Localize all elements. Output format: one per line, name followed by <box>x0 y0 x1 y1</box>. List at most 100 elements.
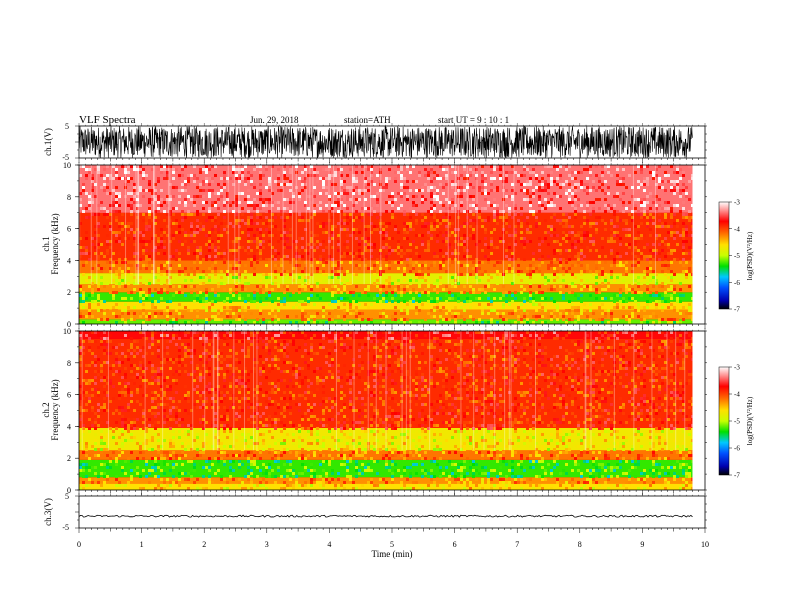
psd-cell <box>220 418 223 421</box>
psd-cell <box>166 412 169 415</box>
psd-cell <box>91 288 94 291</box>
psd-cell <box>433 288 436 291</box>
psd-cell <box>184 442 187 445</box>
psd-cell <box>484 270 487 273</box>
psd-cell <box>151 168 154 171</box>
psd-cell <box>358 303 361 306</box>
psd-cell <box>565 309 568 312</box>
psd-cell <box>151 331 154 334</box>
psd-cell <box>673 258 676 261</box>
psd-cell <box>436 279 439 282</box>
psd-cell <box>181 216 184 219</box>
psd-cell <box>550 198 553 201</box>
psd-cell <box>250 219 253 222</box>
psd-cell <box>106 234 109 237</box>
psd-cell <box>175 186 178 189</box>
psd-cell <box>145 228 148 231</box>
psd-cell <box>652 216 655 219</box>
psd-cell <box>136 472 139 475</box>
psd-cell <box>220 270 223 273</box>
psd-cell <box>121 418 124 421</box>
psd-cell <box>304 321 307 324</box>
psd-cell <box>391 192 394 195</box>
psd-cell <box>139 376 142 379</box>
psd-cell <box>148 448 151 451</box>
psd-cell <box>127 291 130 294</box>
psd-cell <box>139 216 142 219</box>
psd-cell <box>559 243 562 246</box>
psd-cell <box>217 394 220 397</box>
psd-cell <box>187 472 190 475</box>
psd-cell <box>97 454 100 457</box>
psd-cell <box>367 189 370 192</box>
psd-cell <box>91 180 94 183</box>
psd-cell <box>247 201 250 204</box>
psd-cell <box>115 177 118 180</box>
psd-cell <box>88 285 91 288</box>
psd-cell <box>562 261 565 264</box>
psd-cell <box>145 249 148 252</box>
psd-cell <box>169 358 172 361</box>
psd-cell <box>199 463 202 466</box>
psd-cell <box>448 234 451 237</box>
psd-cell <box>157 198 160 201</box>
psd-cell <box>160 171 163 174</box>
psd-cell <box>223 334 226 337</box>
psd-cell <box>295 165 298 168</box>
psd-cell <box>211 442 214 445</box>
psd-cell <box>298 267 301 270</box>
psd-cell <box>130 294 133 297</box>
psd-cell <box>631 186 634 189</box>
psd-cell <box>664 201 667 204</box>
psd-cell <box>403 321 406 324</box>
psd-cell <box>541 183 544 186</box>
psd-cell <box>571 177 574 180</box>
psd-cell <box>349 252 352 255</box>
psd-cell <box>157 466 160 469</box>
psd-cell <box>517 270 520 273</box>
psd-cell <box>685 213 688 216</box>
psd-cell <box>436 303 439 306</box>
impulse-streak <box>351 165 353 285</box>
psd-cell <box>346 312 349 315</box>
psd-cell <box>79 394 82 397</box>
psd-cell <box>589 303 592 306</box>
psd-cell <box>250 258 253 261</box>
psd-cell <box>355 180 358 183</box>
psd-cell <box>184 352 187 355</box>
psd-cell <box>178 225 181 228</box>
psd-cell <box>520 321 523 324</box>
psd-cell <box>169 282 172 285</box>
psd-cell <box>106 466 109 469</box>
psd-cell <box>265 288 268 291</box>
psd-cell <box>352 228 355 231</box>
psd-cell <box>655 210 658 213</box>
psd-cell <box>388 279 391 282</box>
psd-cell <box>415 309 418 312</box>
impulse-streak <box>333 165 335 285</box>
psd-cell <box>367 294 370 297</box>
psd-cell <box>526 216 529 219</box>
psd-cell <box>127 306 130 309</box>
psd-cell <box>682 270 685 273</box>
psd-cell <box>337 249 340 252</box>
psd-cell <box>106 340 109 343</box>
psd-cell <box>370 207 373 210</box>
psd-cell <box>376 216 379 219</box>
psd-cell <box>649 249 652 252</box>
psd-cell <box>244 165 247 168</box>
psd-cell <box>382 285 385 288</box>
psd-cell <box>616 264 619 267</box>
psd-cell <box>616 174 619 177</box>
psd-cell <box>448 222 451 225</box>
psd-cell <box>520 318 523 321</box>
psd-cell <box>475 204 478 207</box>
psd-cell <box>343 204 346 207</box>
psd-cell <box>94 370 97 373</box>
psd-cell <box>184 370 187 373</box>
psd-cell <box>352 219 355 222</box>
psd-cell <box>187 442 190 445</box>
psd-cell <box>106 240 109 243</box>
psd-cell <box>100 300 103 303</box>
psd-cell <box>355 273 358 276</box>
